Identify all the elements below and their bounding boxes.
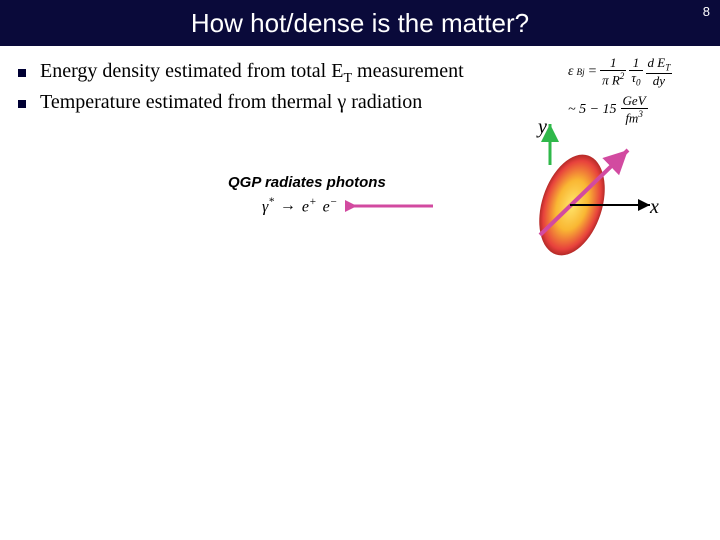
y-axis-label: y bbox=[538, 116, 547, 139]
numerator: 1 bbox=[629, 56, 642, 71]
decay-formula: γ* → e+ e− bbox=[262, 196, 435, 216]
text-segment: radiation bbox=[346, 91, 422, 113]
symbol-gamma: γ bbox=[337, 91, 346, 113]
subscript: T bbox=[343, 71, 352, 86]
numerator: d ET bbox=[646, 56, 673, 74]
text-segment: Energy density estimated from total E bbox=[40, 60, 343, 82]
text-segment: measurement bbox=[352, 60, 464, 82]
numerator: 1 bbox=[600, 56, 626, 71]
slide-title: How hot/dense is the matter? bbox=[191, 8, 529, 39]
bullet-marker bbox=[18, 69, 26, 77]
bullet-text: Energy density estimated from total ET m… bbox=[40, 60, 464, 87]
qgp-photon-label: QGP radiates photons bbox=[228, 174, 386, 191]
electron-minus: e− bbox=[323, 196, 338, 216]
fraction-1: 1 π R2 bbox=[600, 56, 626, 88]
electron-plus: e+ bbox=[302, 196, 317, 216]
x-axis-label: x bbox=[650, 196, 659, 219]
denominator: π R2 bbox=[600, 71, 626, 88]
decay-arrow-icon bbox=[345, 198, 435, 214]
fraction-2: 1 τ0 bbox=[629, 56, 642, 88]
unit-gev: GeV bbox=[621, 94, 648, 109]
fraction-3: d ET dy bbox=[646, 56, 673, 88]
text-segment: Temperature estimated from thermal bbox=[40, 91, 337, 113]
var-epsilon: ε bbox=[568, 64, 574, 80]
denominator: τ0 bbox=[629, 71, 642, 88]
gamma-star: γ* bbox=[262, 196, 274, 216]
subscript-bj: Bj bbox=[577, 67, 585, 77]
equals-sign: = bbox=[588, 64, 597, 80]
arrow-symbol: → bbox=[280, 197, 296, 215]
slide-header: How hot/dense is the matter? 8 bbox=[0, 0, 720, 46]
bullet-text: Temperature estimated from thermal γ rad… bbox=[40, 91, 422, 114]
page-number: 8 bbox=[703, 4, 710, 19]
denominator: dy bbox=[646, 74, 673, 88]
bullet-marker bbox=[18, 100, 26, 108]
diagram-svg bbox=[500, 110, 670, 270]
collision-diagram: y x bbox=[500, 110, 670, 270]
